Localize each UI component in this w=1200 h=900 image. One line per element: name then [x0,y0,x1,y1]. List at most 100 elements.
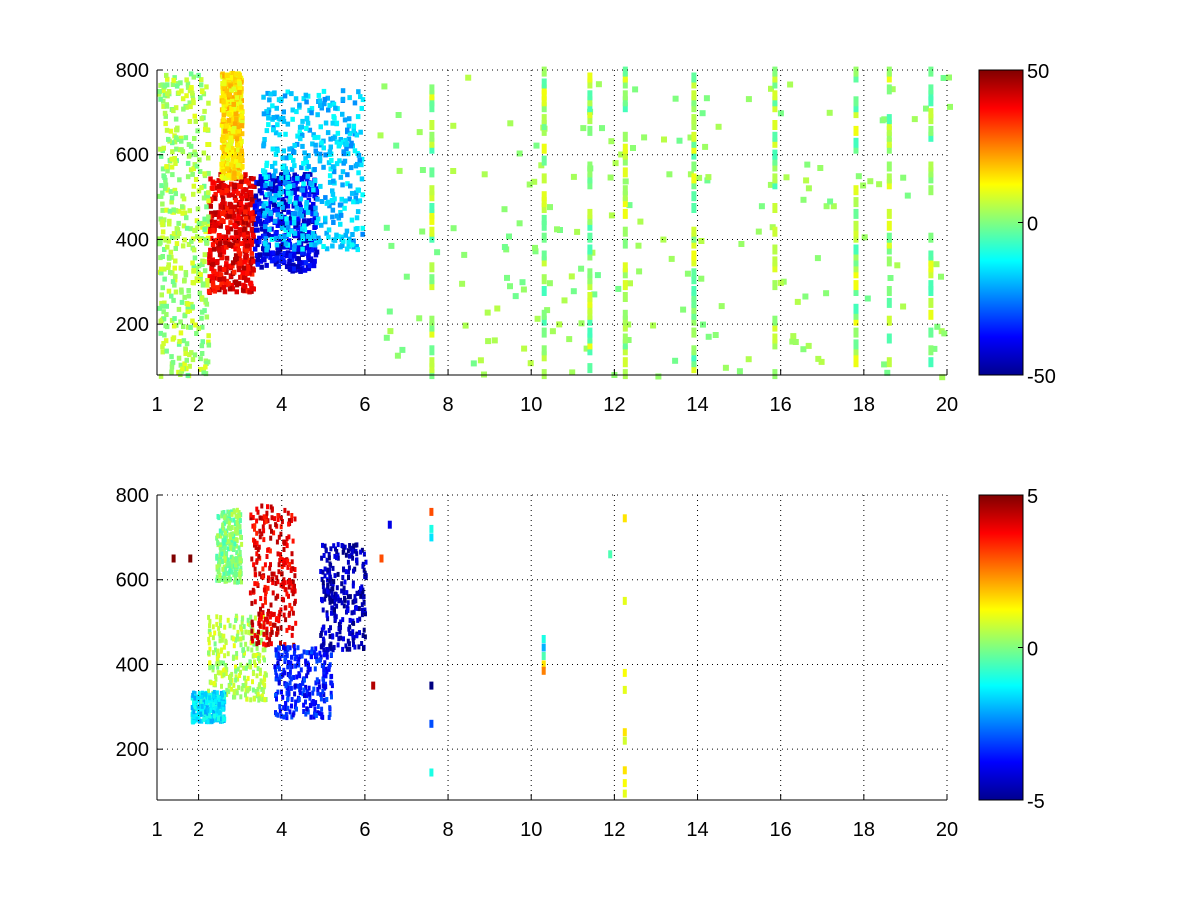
heatmap-cell [263,201,269,207]
colorbar-tick-label: 50 [1027,61,1049,83]
heatmap-cell [205,278,210,283]
heatmap-cell [691,191,697,202]
heatmap-cell [357,644,361,650]
heatmap-cell [327,628,331,633]
heatmap-cell [261,94,266,100]
heatmap-cell [238,673,242,678]
heatmap-cell [270,182,276,188]
heatmap-point [371,681,376,690]
heatmap-cell [938,273,944,280]
heatmap-cell [240,227,245,233]
heatmap-cell [622,78,628,89]
heatmap-cell [357,157,362,163]
heatmap-cell [238,524,242,530]
heatmap-cell [332,645,336,650]
heatmap-cell [334,161,340,167]
heatmap-cell [286,225,291,231]
heatmap-cell [360,231,365,237]
heatmap-cell [264,163,269,168]
heatmap-cell [213,210,218,216]
heatmap-cell [203,122,208,128]
heatmap-cell [320,712,324,718]
heatmap-cell [315,112,320,118]
heatmap-cell [337,598,341,604]
heatmap-cell [293,600,297,606]
heatmap-cell [264,192,269,198]
heatmap-cell [202,227,207,232]
heatmap-cell [333,600,337,606]
heatmap-cell [353,195,358,201]
heatmap-cell [853,232,859,243]
heatmap-cell [232,79,237,85]
heatmap-cell [853,315,859,326]
heatmap-cell [287,534,291,540]
heatmap-cell [190,97,196,103]
heatmap-cell [230,286,236,292]
heatmap-cell [213,641,217,647]
heatmap-cell [928,173,934,184]
heatmap-cell [587,327,593,338]
heatmap-cell [232,175,237,181]
heatmap-cell [304,658,308,664]
heatmap-cell [274,105,279,111]
heatmap-cell [622,178,629,185]
heatmap-cell [283,670,287,676]
heatmap-cell [218,559,222,565]
heatmap-cell [946,74,952,81]
heatmap-cell [243,209,248,215]
heatmap-cell [270,571,274,577]
heatmap-cell [341,238,346,244]
heatmap-cell [225,687,229,693]
heatmap-cell [383,224,390,231]
heatmap-cell [274,617,278,623]
heatmap-cell [222,633,226,639]
heatmap-cell [321,88,327,94]
heatmap-cell [329,546,333,552]
heatmap-cell [355,187,361,193]
x-tick-label: 8 [442,819,453,841]
heatmap-cell [268,548,272,554]
heatmap-cell [300,653,304,659]
heatmap-cell [311,187,316,193]
heatmap-cell [161,88,166,94]
heatmap-cell [332,543,336,549]
heatmap-cell [269,236,275,242]
heatmap-cell [192,698,195,704]
heatmap-cell [305,689,309,695]
heatmap-cell [220,551,224,557]
heatmap-cell [886,114,892,125]
heatmap-cell [236,666,240,672]
heatmap-cell [323,120,329,126]
heatmap-cell [346,638,350,644]
heatmap-cell [209,718,213,724]
heatmap-cell [291,266,296,272]
heatmap-cell [319,222,324,228]
heatmap-cell [161,103,166,109]
heatmap-cell [419,167,426,173]
heatmap-cell [279,225,285,231]
heatmap-cell [293,573,297,579]
heatmap-cell [258,682,262,688]
heatmap-cell [625,337,632,343]
heatmap-point [541,635,546,643]
heatmap-cell [216,514,220,519]
heatmap-cell [684,270,691,277]
heatmap-cell [208,196,214,202]
heatmap-cell [931,345,938,352]
heatmap-cell [227,577,231,583]
heatmap-cell [507,283,513,290]
heatmap-cell [283,131,288,137]
heatmap-cell [329,625,332,631]
heatmap-cell [314,680,318,686]
heatmap-cell [170,82,176,87]
heatmap-cell [287,146,292,152]
heatmap-cell [230,146,235,152]
heatmap-cell [169,199,174,205]
heatmap-cell [216,533,220,539]
heatmap-cell [321,636,325,642]
heatmap-cell [235,171,241,177]
heatmap-cell [282,705,286,711]
heatmap-cell [193,322,198,328]
heatmap-cell [336,143,342,149]
heatmap-cell [164,72,169,78]
